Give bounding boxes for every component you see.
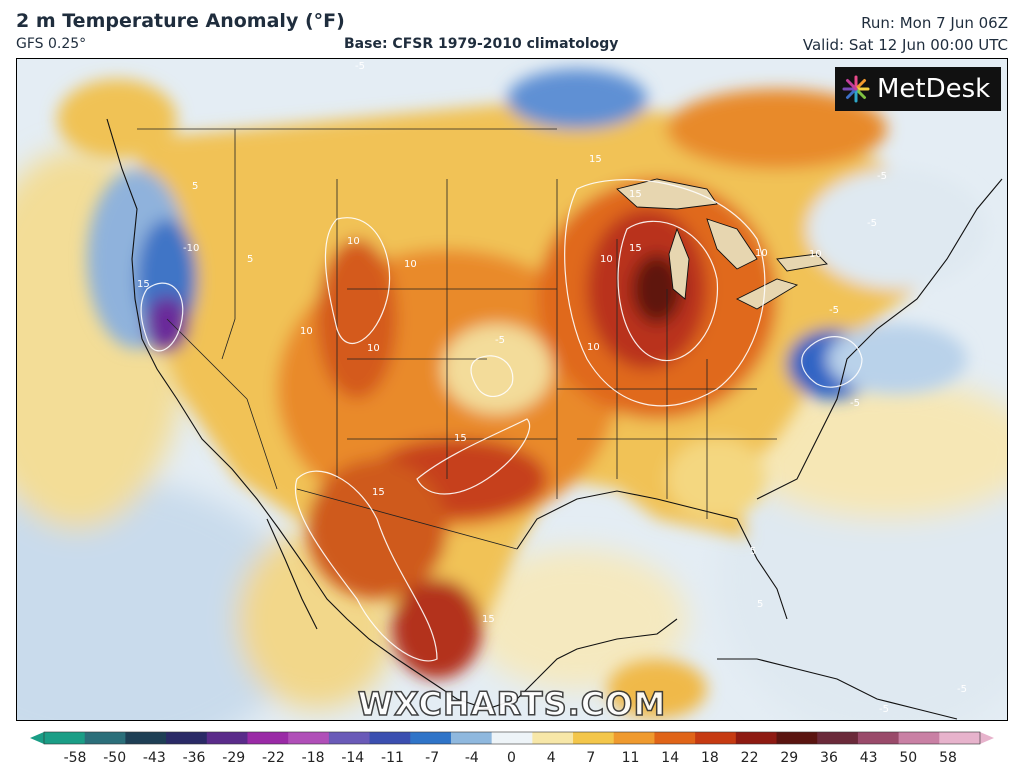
contour-label: 5 <box>750 546 756 557</box>
contour-label: 5 <box>757 599 763 610</box>
scale-swatch <box>410 732 452 744</box>
contour-label: 15 <box>589 154 602 165</box>
scale-swatch <box>44 732 86 744</box>
scale-tick-label: 4 <box>546 750 556 766</box>
contour-label: -5 <box>495 335 505 346</box>
scale-outline <box>43 731 981 745</box>
valid-time-label: Valid: Sat 12 Jun 00:00 UTC <box>802 36 1008 54</box>
contour-label: 5 <box>247 254 253 265</box>
contour-label: 15 <box>372 487 385 498</box>
scale-tick-label: -11 <box>381 750 404 766</box>
contour-label: -10 <box>183 243 199 254</box>
scale-tick-label: -18 <box>301 750 325 766</box>
scale-swatch <box>695 732 737 744</box>
contour-label: 15 <box>629 243 642 254</box>
scale-swatch <box>125 732 167 744</box>
scale-tick-label: -22 <box>261 750 285 766</box>
scale-tick-label: 43 <box>859 750 878 766</box>
scale-tick-label: -7 <box>425 750 440 766</box>
contour-label: 10 <box>404 259 417 270</box>
scale-tick-label: 11 <box>621 750 640 766</box>
scale-swatch <box>654 732 696 744</box>
scale-tick-label: 36 <box>820 750 838 766</box>
scale-swatch <box>206 732 248 744</box>
scale-swatch <box>491 732 533 744</box>
coastlines <box>106 118 1003 720</box>
scale-tick-label: 14 <box>661 750 680 766</box>
scale-tick-label: 0 <box>507 750 516 766</box>
scale-tick-label: -4 <box>464 750 479 766</box>
contour-label: 10 <box>367 343 380 354</box>
contour-label: 15 <box>137 279 150 290</box>
scale-swatch <box>857 732 900 744</box>
contour-label: -5 <box>850 398 860 409</box>
contour-label: -5 <box>877 171 887 182</box>
scale-tick-label: -14 <box>341 750 365 766</box>
scale-arrow-right <box>980 732 994 744</box>
scale-tick-label: 58 <box>939 750 957 766</box>
contour-label: 15 <box>629 189 642 200</box>
contour-label: -5 <box>355 61 365 72</box>
contour-label: 15 <box>454 433 467 444</box>
contour-label: 10 <box>587 342 600 353</box>
contour-label: 10 <box>600 254 613 265</box>
scale-swatch <box>532 732 574 744</box>
map-canvas: -5 5 10 15 -5 15 15 10 -10 15 10 10 10 1… <box>17 59 1007 720</box>
scale-swatch <box>735 732 778 744</box>
contour-label: -5 <box>879 704 889 715</box>
temperature-anomaly-map: -5 5 10 15 -5 15 15 10 -10 15 10 10 10 1… <box>16 58 1008 721</box>
scale-swatch <box>247 732 289 744</box>
great-lakes <box>616 178 828 310</box>
contour-label: 15 <box>482 614 495 625</box>
scale-tick-label: -43 <box>142 750 166 766</box>
scale-tick-label: -50 <box>103 750 127 766</box>
scale-tick-label: 29 <box>780 750 799 766</box>
run-time-label: Run: Mon 7 Jun 06Z <box>861 14 1008 32</box>
starburst-icon <box>842 75 870 103</box>
contour-lines <box>140 179 863 662</box>
scale-swatch <box>84 732 126 744</box>
scale-swatch <box>450 732 493 744</box>
scale-tick-label: 22 <box>740 750 759 766</box>
scale-tick-label: 50 <box>899 750 918 766</box>
scale-tick-label: 18 <box>700 750 719 766</box>
wxcharts-watermark: WXCHARTS.COM <box>357 684 667 721</box>
scale-swatch <box>369 732 411 744</box>
scale-swatch <box>166 732 208 744</box>
color-scale-bar <box>30 731 994 745</box>
contour-label: 10 <box>347 236 360 247</box>
metdesk-logo: MetDesk <box>835 67 1001 111</box>
scale-tick-label: 7 <box>586 750 596 766</box>
land-anomaly-field <box>57 69 987 719</box>
scale-tick-label: -58 <box>63 750 87 766</box>
scale-swatch <box>817 732 859 744</box>
model-label: GFS 0.25° <box>16 36 87 52</box>
scale-swatch <box>328 732 371 744</box>
scale-arrow-left <box>30 732 44 744</box>
scale-swatch <box>939 732 981 744</box>
contour-label-group: -5 5 10 15 -5 15 15 10 -10 15 10 10 10 1… <box>137 61 967 715</box>
contour-label: -5 <box>829 305 839 316</box>
scale-tick-label: -36 <box>182 750 206 766</box>
ocean-anomaly-field <box>17 149 1007 720</box>
contour-label: -5 <box>867 218 877 229</box>
scale-tick-label: -29 <box>222 750 246 766</box>
contour-label: -5 <box>957 684 967 695</box>
logo-text: MetDesk <box>877 74 991 104</box>
contour-label: 10 <box>300 326 313 337</box>
base-climatology-label: Base: CFSR 1979-2010 climatology <box>344 36 619 52</box>
contour-label: 5 <box>192 181 198 192</box>
scale-swatch <box>898 732 940 744</box>
scale-swatch <box>776 732 818 744</box>
scale-swatch <box>613 732 655 744</box>
map-title: 2 m Temperature Anomaly (°F) <box>16 10 345 32</box>
scale-swatch <box>573 732 615 744</box>
scale-swatch <box>288 732 330 744</box>
contour-label: 10 <box>755 248 768 259</box>
contour-label: 10 <box>809 249 822 260</box>
